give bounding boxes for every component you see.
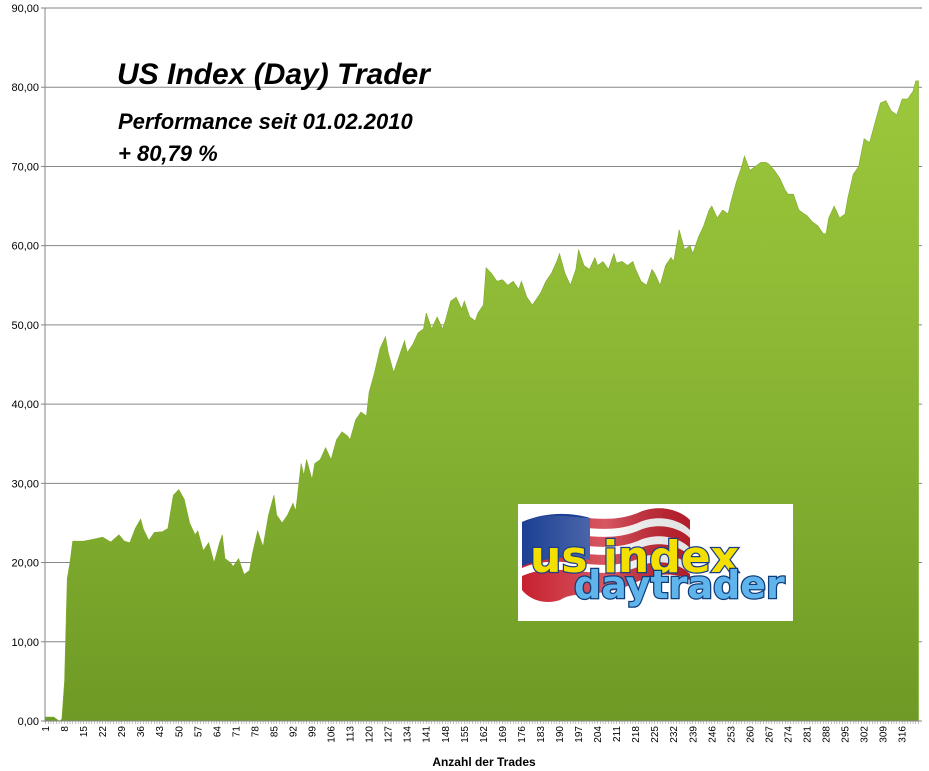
y-tick-label: 70,00 — [11, 161, 39, 173]
y-tick-label: 80,00 — [11, 82, 39, 94]
x-tick-label: 169 — [498, 726, 509, 743]
y-tick-label: 10,00 — [11, 637, 39, 649]
x-tick-label: 22 — [98, 726, 109, 738]
y-tick-label: 0,00 — [18, 716, 39, 728]
x-tick-label: 253 — [726, 726, 737, 743]
y-tick-label: 20,00 — [11, 558, 39, 570]
x-tick-label: 155 — [460, 726, 471, 743]
x-tick-label: 57 — [193, 726, 204, 738]
x-tick-label: 134 — [403, 726, 414, 743]
chart-subtitle-performance: + 80,79 % — [118, 141, 218, 166]
x-tick-label: 295 — [841, 726, 852, 743]
x-tick-label: 85 — [269, 726, 280, 738]
logo: us index daytrader — [518, 504, 793, 621]
x-tick-label: 288 — [822, 726, 833, 743]
y-tick-label: 30,00 — [11, 478, 39, 490]
x-tick-label: 316 — [898, 726, 909, 743]
x-tick-label: 239 — [688, 726, 699, 743]
x-tick-label: 246 — [707, 726, 718, 743]
x-tick-label: 302 — [860, 726, 871, 743]
x-tick-label: 71 — [231, 726, 242, 738]
x-tick-label: 197 — [574, 726, 585, 743]
x-tick-label: 141 — [422, 726, 433, 743]
x-tick-label: 267 — [764, 726, 775, 743]
x-tick-label: 15 — [79, 726, 90, 738]
x-tick-label: 43 — [155, 726, 166, 738]
series-area — [45, 80, 919, 722]
x-tick-label: 64 — [212, 726, 223, 738]
y-tick-label: 40,00 — [11, 399, 39, 411]
x-tick-label: 29 — [117, 726, 128, 738]
x-tick-label: 183 — [536, 726, 547, 743]
x-tick-label: 113 — [346, 726, 357, 742]
x-tick-label: 148 — [441, 726, 452, 743]
x-tick-label: 309 — [879, 726, 890, 743]
chart-title: US Index (Day) Trader — [117, 58, 432, 91]
logo-text-daytrader: daytrader — [574, 563, 785, 607]
logo-text-us-index: us index — [530, 532, 739, 583]
y-tick-label: 60,00 — [11, 241, 39, 253]
x-tick-labels: 1 8 15 22 29 36 43 50 57 64 71 78 85 92 99 106 113 120 127… — [41, 721, 919, 743]
x-tick-label: 211 — [612, 726, 623, 742]
x-tick-label: 274 — [783, 726, 794, 743]
x-tick-label: 162 — [479, 726, 490, 743]
x-tick-label: 8 — [60, 726, 71, 732]
y-tick-label: 50,00 — [11, 320, 39, 332]
x-tick-label: 176 — [517, 726, 528, 743]
x-tick-label: 225 — [650, 726, 661, 743]
x-tick-label: 232 — [669, 726, 680, 743]
x-tick-label: 260 — [745, 726, 756, 743]
x-tick-label: 120 — [365, 726, 376, 743]
x-tick-label: 92 — [288, 726, 299, 738]
x-tick-label: 50 — [174, 726, 185, 738]
x-tick-label: 190 — [555, 726, 566, 743]
y-tick-label: 90,00 — [11, 3, 39, 15]
x-tick-label: 127 — [384, 726, 395, 743]
us-flag-icon — [522, 508, 690, 602]
y-tick-labels: 0,00 10,00 20,00 30,00 40,00 50,00 60,00 70,00 8… — [11, 3, 45, 728]
x-tick-label: 36 — [136, 726, 147, 738]
x-tick-label: 204 — [593, 726, 604, 743]
x-tick-label: 99 — [308, 726, 319, 738]
x-tick-label: 78 — [250, 726, 261, 738]
performance-area — [45, 80, 919, 722]
chart-subtitle-date: Performance seit 01.02.2010 — [118, 109, 414, 134]
x-tick-label: 281 — [802, 726, 813, 743]
x-tick-label: 106 — [327, 726, 338, 743]
x-axis-title: Anzahl der Trades — [432, 755, 536, 769]
x-tick-label: 1 — [41, 726, 52, 732]
x-tick-label: 218 — [631, 726, 642, 743]
